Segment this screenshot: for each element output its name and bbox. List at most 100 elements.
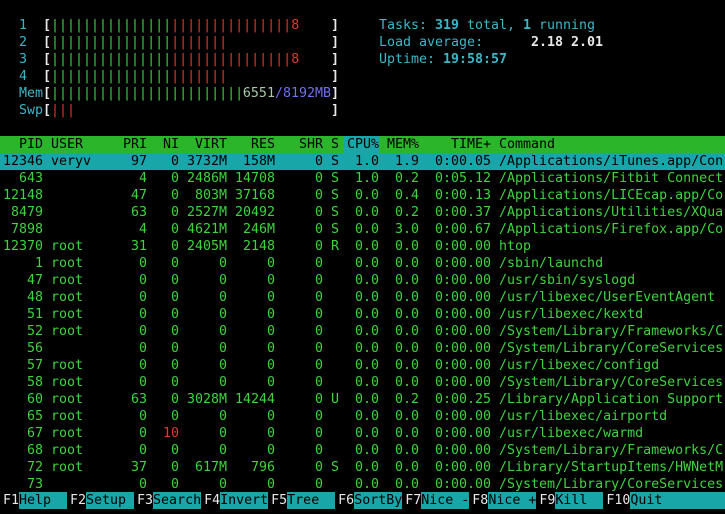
process-row[interactable]: 65 root 0 0 0 0 0 0.0 0.0 0:00.00/usr/libexec/air…	[0, 408, 725, 425]
meter-label: 2	[19, 35, 28, 50]
meter-bracket: ]	[331, 35, 340, 50]
column-header[interactable]: CPU%	[343, 136, 379, 153]
process-cell: 65	[26, 409, 43, 424]
mem-used: 6551	[242, 86, 275, 101]
column-header[interactable]: Command	[499, 137, 556, 152]
function-key[interactable]: F1	[0, 492, 20, 509]
function-label[interactable]: Search	[153, 492, 202, 509]
meter-bracket: ]	[331, 86, 340, 101]
process-row[interactable]: 12370 root 31 0 2405M 2148 0 R 0.0 0.0 0:00.00 htop	[0, 238, 725, 255]
column-header[interactable]: MEM%	[386, 137, 419, 152]
process-row[interactable]: 1 root 0 0 0 0 0 0.0 0.0 0:00.00/sbin/launchd	[0, 255, 725, 272]
function-key[interactable]: F8	[469, 492, 489, 509]
function-key[interactable]: F2	[67, 492, 87, 509]
process-cell: 0	[138, 273, 147, 288]
function-label[interactable]: Quit	[630, 492, 679, 509]
process-row[interactable]: 12346 veryv 97 0 3732M 158M 0 S 1.0 1.9 0:00.05/Ap…	[0, 153, 725, 170]
column-header[interactable]: PID	[18, 137, 43, 152]
process-cell: root	[51, 324, 84, 339]
process-cell: S	[331, 171, 340, 186]
process-cell: 97	[130, 154, 147, 169]
process-cell: 0.0	[354, 460, 379, 475]
function-label[interactable]: SortBy	[354, 492, 403, 509]
process-cell: U	[331, 392, 340, 407]
process-cell: 0	[218, 358, 227, 373]
process-cell: 0.0	[354, 409, 379, 424]
process-cell: 0:00.05	[434, 154, 491, 169]
process-cell: 0.0	[394, 256, 419, 271]
process-row[interactable]: 72 root 37 0 617M 796 0 S 0.0 0.0 0:00.00/Library/…	[0, 459, 725, 476]
meter-bar: ||||||||||||||||||||||||	[51, 85, 243, 102]
process-row[interactable]: 68 root 0 0 0 0 0 0.0 0.0 0:00.00/System/Library/…	[0, 442, 725, 459]
process-row[interactable]: 48 root 0 0 0 0 0 0.0 0.0 0:00.00/usr/libexec/Use…	[0, 289, 725, 306]
function-key[interactable]: F5	[268, 492, 288, 509]
process-cell: 0.0	[394, 443, 419, 458]
column-header[interactable]: VIRT	[194, 137, 227, 152]
function-key[interactable]: F7	[402, 492, 422, 509]
process-cell: 0	[218, 307, 227, 322]
column-header[interactable]: PRI	[122, 137, 147, 152]
process-row[interactable]: 73 0 0 0 0 0 0.0 0.0 0:00.00/System/Library/Core…	[0, 476, 725, 493]
process-cell: 12370	[2, 239, 43, 254]
process-cell: 0.0	[394, 341, 419, 356]
function-key[interactable]: F3	[134, 492, 154, 509]
process-row[interactable]: 58 root 0 0 0 0 0 0.0 0.0 0:00.00/System/Library/…	[0, 374, 725, 391]
function-label[interactable]: Help	[19, 492, 68, 509]
column-header[interactable]: S	[331, 137, 340, 152]
function-key[interactable]: F10	[603, 492, 631, 509]
function-label[interactable]: Nice -	[421, 492, 470, 509]
process-cell: 12346	[2, 154, 43, 169]
process-cell: /System/Library/Frameworks/C	[499, 443, 724, 458]
column-header[interactable]: NI	[162, 137, 179, 152]
process-row[interactable]: 51 root 0 0 0 0 0 0.0 0.0 0:00.00/usr/libexec/kex…	[0, 306, 725, 323]
process-row[interactable]: 57 root 0 0 0 0 0 0.0 0.0 0:00.00/usr/libexec/con…	[0, 357, 725, 374]
column-header[interactable]: TIME+	[450, 137, 491, 152]
column-header[interactable]: SHR	[298, 137, 323, 152]
function-label[interactable]: Setup	[86, 492, 135, 509]
process-cell: 0	[218, 341, 227, 356]
process-cell: 47	[26, 273, 43, 288]
process-cell: 0	[170, 477, 179, 492]
meter-bracket: [	[43, 35, 52, 50]
process-row[interactable]: 67 root 0 10 0 0 0 0.0 0.0 0:00.00/usr/libexec/wa…	[0, 425, 725, 442]
column-header[interactable]: USER	[51, 137, 84, 152]
process-cell: 0	[218, 477, 227, 492]
bar-green: |||||||||||||||	[51, 52, 172, 67]
process-cell: 51	[26, 307, 43, 322]
process-cell: 3732M	[186, 154, 227, 169]
process-row[interactable]: 8479 63 0 2527M 20492 0 S 0.0 0.2 0:00.37/Applica…	[0, 204, 725, 221]
process-cell: root	[51, 375, 84, 390]
process-cell: 0:00.00	[434, 290, 491, 305]
process-row[interactable]: 643 4 0 2486M 14708 0 S 1.0 0.2 0:05.12/Applicati…	[0, 170, 725, 187]
process-row[interactable]: 52 root 0 0 0 0 0 0.0 0.0 0:00.00/System/Library/…	[0, 323, 725, 340]
function-bar: F1 Help F2 Setup F3 Search F4 Invert F5 Tree F6 Sor…	[0, 492, 725, 509]
process-cell: root	[51, 426, 84, 441]
column-header[interactable]: RES	[250, 137, 275, 152]
function-key[interactable]: F4	[201, 492, 221, 509]
process-row[interactable]: 56 0 0 0 0 0 0.0 0.0 0:00.00/System/Library/Core…	[0, 340, 725, 357]
process-row[interactable]: 12148 47 0 803M 37168 0 S 0.0 0.4 0:00.13/Applica…	[0, 187, 725, 204]
process-cell: 0	[218, 375, 227, 390]
process-cell: 0	[138, 426, 147, 441]
uptime-value: 19:58:57	[443, 52, 508, 67]
process-row[interactable]: 47 root 0 0 0 0 0 0.0 0.0 0:00.00/usr/sbin/syslog…	[0, 272, 725, 289]
process-row[interactable]: 60 root 63 0 3028M 14244 0 U 0.0 0.2 0:00.25/Libra…	[0, 391, 725, 408]
table-header: PID USER PRI NI VIRT RES SHR S CPU% MEM% TIME+ Comm…	[0, 136, 725, 153]
process-cell: S	[331, 188, 340, 203]
process-cell: 0:00.00	[434, 426, 491, 441]
process-cell: 0.0	[394, 307, 419, 322]
function-label[interactable]: Tree	[287, 492, 336, 509]
process-cell: 0	[138, 443, 147, 458]
process-cell: 1.0	[354, 171, 379, 186]
process-row[interactable]: 7898 4 0 4621M 246M 0 S 0.0 3.0 0:00.67/Applicati…	[0, 221, 725, 238]
process-cell: S	[331, 460, 340, 475]
function-label[interactable]: Invert	[220, 492, 269, 509]
process-cell: 0	[170, 392, 179, 407]
function-key[interactable]: F6	[335, 492, 355, 509]
function-label[interactable]: Kill	[555, 492, 604, 509]
process-cell: 0	[170, 324, 179, 339]
process-cell: 0.0	[354, 443, 379, 458]
process-cell: 0:00.13	[434, 188, 491, 203]
function-key[interactable]: F9	[536, 492, 556, 509]
function-label[interactable]: Nice +	[488, 492, 537, 509]
